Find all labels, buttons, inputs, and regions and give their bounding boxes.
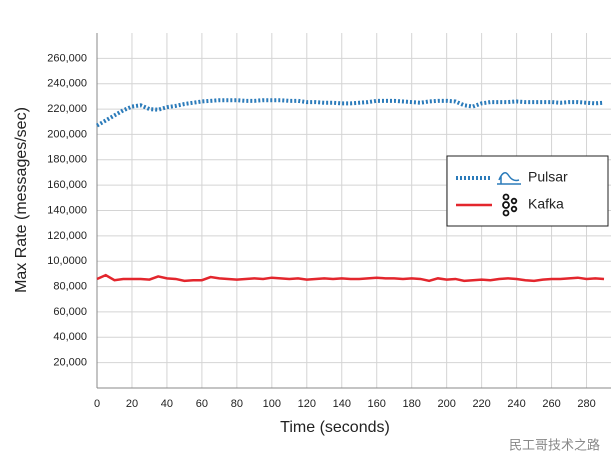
- legend-label: Kafka: [528, 196, 564, 212]
- x-tick-label: 60: [196, 398, 208, 410]
- x-tick-label: 80: [231, 398, 243, 410]
- x-axis-title: Time (seconds): [280, 419, 390, 436]
- x-tick-label: 260: [542, 398, 560, 410]
- x-tick-label: 0: [94, 398, 100, 410]
- y-tick-label: 40,000: [53, 331, 87, 343]
- x-tick-label: 160: [368, 398, 386, 410]
- legend: Pulsar Kafka: [446, 155, 609, 227]
- x-tick-label: 100: [263, 398, 281, 410]
- y-tick-label: 120,000: [47, 230, 87, 242]
- x-tick-label: 200: [437, 398, 455, 410]
- y-tick-label: 180,000: [47, 154, 87, 166]
- x-tick-label: 20: [126, 398, 138, 410]
- y-tick-label: 160,000: [47, 179, 87, 191]
- x-tick-label: 180: [403, 398, 421, 410]
- kafka-icon: [502, 193, 518, 217]
- series-line: [96, 273, 605, 283]
- x-tick-label: 140: [333, 398, 351, 410]
- series-line: [95, 98, 605, 128]
- y-tick-label: 80,000: [53, 280, 87, 292]
- y-axis-title: Max Rate (messages/sec): [13, 107, 30, 293]
- legend-box: [446, 155, 609, 227]
- legend-label: Pulsar: [528, 169, 568, 185]
- y-tick-label: 220,000: [47, 103, 87, 115]
- watermark: 民工哥技术之路: [509, 437, 600, 452]
- y-tick-label: 10,0000: [47, 255, 87, 267]
- x-tick-label: 240: [507, 398, 525, 410]
- y-tick-label: 260,000: [47, 52, 87, 64]
- y-tick-label: 20,000: [53, 357, 87, 369]
- y-tick-label: 60,000: [53, 306, 87, 318]
- x-tick-label: 220: [472, 398, 490, 410]
- y-tick-label: 240,000: [47, 78, 87, 90]
- y-tick-label: 140,000: [47, 204, 87, 216]
- x-tick-label: 120: [298, 398, 316, 410]
- y-tick-label: 200,000: [47, 128, 87, 140]
- x-tick-label: 280: [577, 398, 595, 410]
- x-tick-label: 40: [161, 398, 173, 410]
- pulsar-icon: [497, 172, 521, 185]
